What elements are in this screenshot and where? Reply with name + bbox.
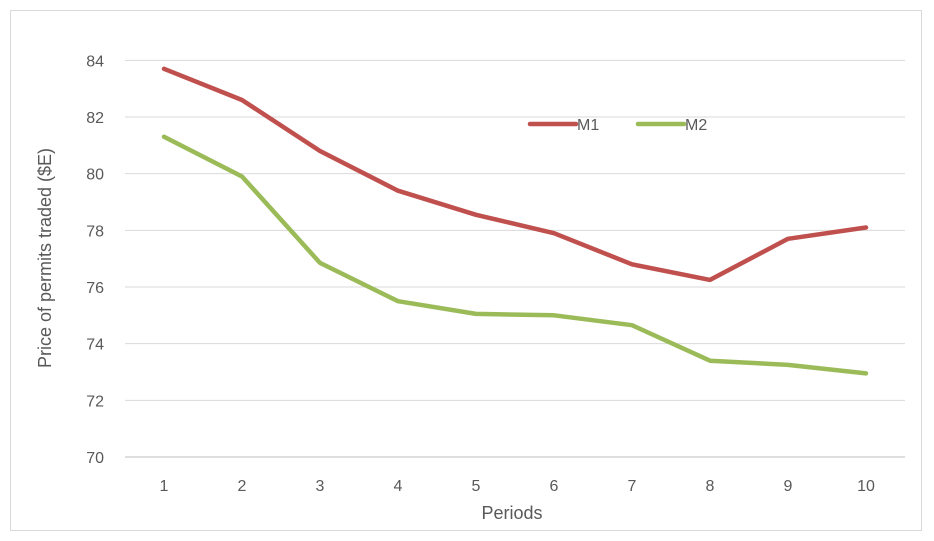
y-tick-label: 78: [86, 223, 104, 240]
series-line-m1: [161, 66, 869, 283]
x-axis-title: Periods: [481, 503, 542, 523]
x-tick-labels: 1 2 3 4 5 6 7 8 9 10: [160, 478, 875, 495]
x-tick-label: 10: [857, 478, 875, 495]
y-tick-label: 84: [86, 53, 104, 70]
x-tick-label: 7: [628, 478, 637, 495]
y-tick-label: 72: [86, 393, 104, 410]
x-tick-label: 8: [706, 478, 715, 495]
legend-label-m2: M2: [685, 117, 707, 134]
x-tick-label: 5: [472, 478, 481, 495]
y-tick-label: 70: [86, 450, 104, 467]
y-tick-label: 82: [86, 110, 104, 127]
x-tick-label: 3: [316, 478, 325, 495]
y-tick-labels: 70 72 74 76 78 80 82 84: [86, 53, 104, 467]
legend: M1 M2: [527, 117, 707, 134]
legend-label-m1: M1: [577, 117, 599, 134]
x-tick-label: 9: [784, 478, 793, 495]
y-tick-label: 76: [86, 280, 104, 297]
x-tick-label: 4: [394, 478, 403, 495]
y-axis-title: Price of permits traded ($E): [35, 148, 55, 368]
x-tick-label: 1: [160, 478, 169, 495]
x-tick-label: 2: [238, 478, 247, 495]
series-lines: [161, 66, 869, 376]
y-tick-label: 80: [86, 167, 104, 184]
chart-frame: [10, 10, 922, 531]
series-line-m2: [161, 134, 869, 376]
x-tick-label: 6: [550, 478, 559, 495]
y-tick-label: 74: [86, 337, 104, 354]
gridlines: [125, 59, 905, 458]
